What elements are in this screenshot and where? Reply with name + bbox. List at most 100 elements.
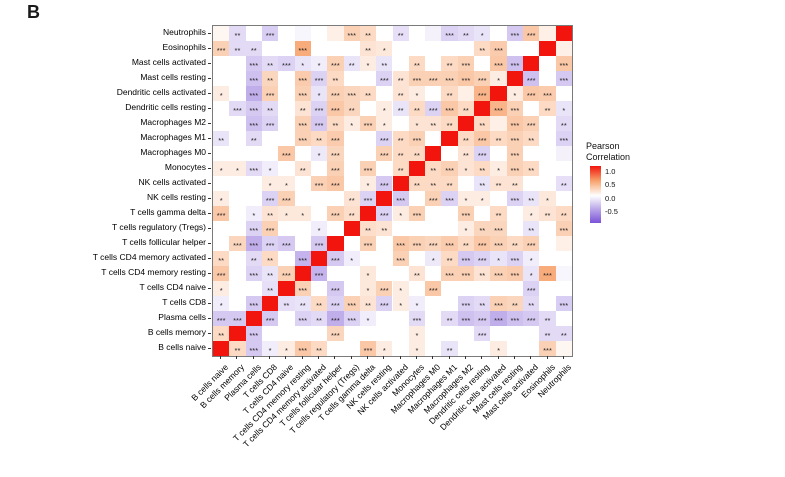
significance-stars: ***: [249, 90, 259, 100]
matrix-cell: [278, 221, 295, 236]
matrix-cell: **: [408, 146, 426, 161]
matrix-cell: [555, 266, 572, 281]
significance-stars: **: [365, 225, 371, 235]
matrix-cell: [490, 281, 507, 296]
matrix-cell: *: [376, 341, 393, 356]
matrix-cell: [376, 191, 393, 206]
matrix-cell: [343, 341, 360, 356]
matrix-cell: *: [310, 146, 328, 161]
significance-stars: *: [464, 195, 468, 205]
matrix-cell: [457, 116, 475, 131]
matrix-cell: ***: [327, 101, 344, 116]
matrix-cell: ***: [327, 161, 344, 176]
matrix-cell: [278, 281, 295, 296]
matrix-cell: ***: [229, 236, 246, 251]
matrix-cell: ***: [278, 56, 295, 71]
matrix-cell: [229, 86, 246, 101]
x-axis-tick: [285, 356, 287, 359]
matrix-cell: [392, 56, 409, 71]
matrix-cell: **: [229, 26, 246, 41]
significance-stars: ***: [379, 300, 389, 310]
matrix-cell: [229, 266, 246, 281]
significance-stars: ***: [428, 195, 438, 205]
matrix-cell: [408, 161, 426, 176]
significance-stars: *: [513, 90, 517, 100]
matrix-cell: ***: [245, 341, 262, 356]
matrix-cell: ***: [261, 86, 279, 101]
x-axis-tick: [546, 356, 548, 359]
matrix-cell: *: [261, 341, 279, 356]
significance-stars: ***: [298, 345, 308, 355]
matrix-cell: *: [506, 86, 524, 101]
matrix-cell: [278, 251, 295, 266]
matrix-cell: [343, 176, 360, 191]
matrix-cell: [539, 26, 556, 41]
matrix-cell: [245, 191, 262, 206]
matrix-cell: *: [408, 341, 426, 356]
significance-stars: ***: [298, 315, 308, 325]
significance-stars: *: [382, 345, 386, 355]
matrix-cell: *: [213, 191, 230, 206]
significance-stars: ***: [330, 255, 340, 265]
matrix-cell: *: [376, 116, 393, 131]
matrix-cell: [294, 176, 311, 191]
matrix-cell: **: [261, 101, 279, 116]
significance-stars: *: [382, 105, 386, 115]
matrix-cell: *: [278, 341, 295, 356]
significance-stars: **: [299, 165, 306, 175]
significance-stars: ***: [249, 165, 259, 175]
significance-stars: ***: [477, 315, 487, 325]
matrix-cell: **: [441, 86, 458, 101]
matrix-cell: *: [310, 56, 328, 71]
matrix-cell: *: [294, 56, 311, 71]
significance-stars: *: [350, 120, 354, 130]
y-axis-label: NK cells activated: [138, 177, 206, 187]
significance-stars: ***: [412, 75, 422, 85]
matrix-cell: ***: [245, 236, 262, 251]
matrix-cell: [474, 101, 491, 116]
matrix-cell: **: [343, 101, 360, 116]
matrix-cell: ***: [425, 71, 442, 86]
matrix-cell: ***: [474, 326, 491, 341]
matrix-cell: [425, 146, 442, 161]
matrix-cell: *: [408, 296, 426, 311]
matrix-cell: ***: [261, 311, 279, 326]
y-axis-label: Macrophages M0: [140, 147, 206, 157]
matrix-cell: ***: [408, 311, 426, 326]
matrix-cell: ***: [506, 56, 524, 71]
matrix-cell: **: [425, 161, 442, 176]
matrix-cell: *: [278, 206, 295, 221]
x-axis-tick: [367, 356, 369, 359]
significance-stars: ***: [412, 315, 422, 325]
significance-stars: *: [529, 255, 533, 265]
matrix-cell: [457, 281, 475, 296]
significance-stars: **: [218, 255, 225, 265]
matrix-cell: *: [523, 206, 540, 221]
significance-stars: **: [479, 180, 486, 190]
significance-stars: ***: [265, 240, 275, 250]
matrix-cell: [555, 311, 572, 326]
matrix-cell: *: [474, 191, 491, 206]
matrix-cell: ***: [261, 26, 279, 41]
matrix-cell: [213, 26, 230, 41]
matrix-cell: *: [490, 341, 507, 356]
matrix-cell: *: [490, 71, 507, 86]
matrix-cell: ***: [506, 116, 524, 131]
matrix-cell: *: [278, 176, 295, 191]
matrix-cell: [261, 146, 279, 161]
significance-stars: ***: [494, 60, 503, 70]
matrix-cell: *: [392, 296, 409, 311]
matrix-cell: [506, 281, 524, 296]
significance-stars: **: [397, 105, 404, 115]
significance-stars: ***: [412, 135, 422, 145]
matrix-cell: ***: [457, 266, 475, 281]
significance-stars: *: [497, 345, 501, 355]
matrix-cell: [474, 206, 491, 221]
matrix-cell: [425, 41, 442, 56]
significance-stars: ***: [510, 105, 520, 115]
matrix-cell: ***: [490, 41, 507, 56]
matrix-cell: **: [457, 131, 475, 146]
significance-stars: ***: [396, 240, 406, 250]
significance-stars: ***: [314, 180, 324, 190]
y-axis-label: T cells gamma delta: [130, 207, 206, 217]
